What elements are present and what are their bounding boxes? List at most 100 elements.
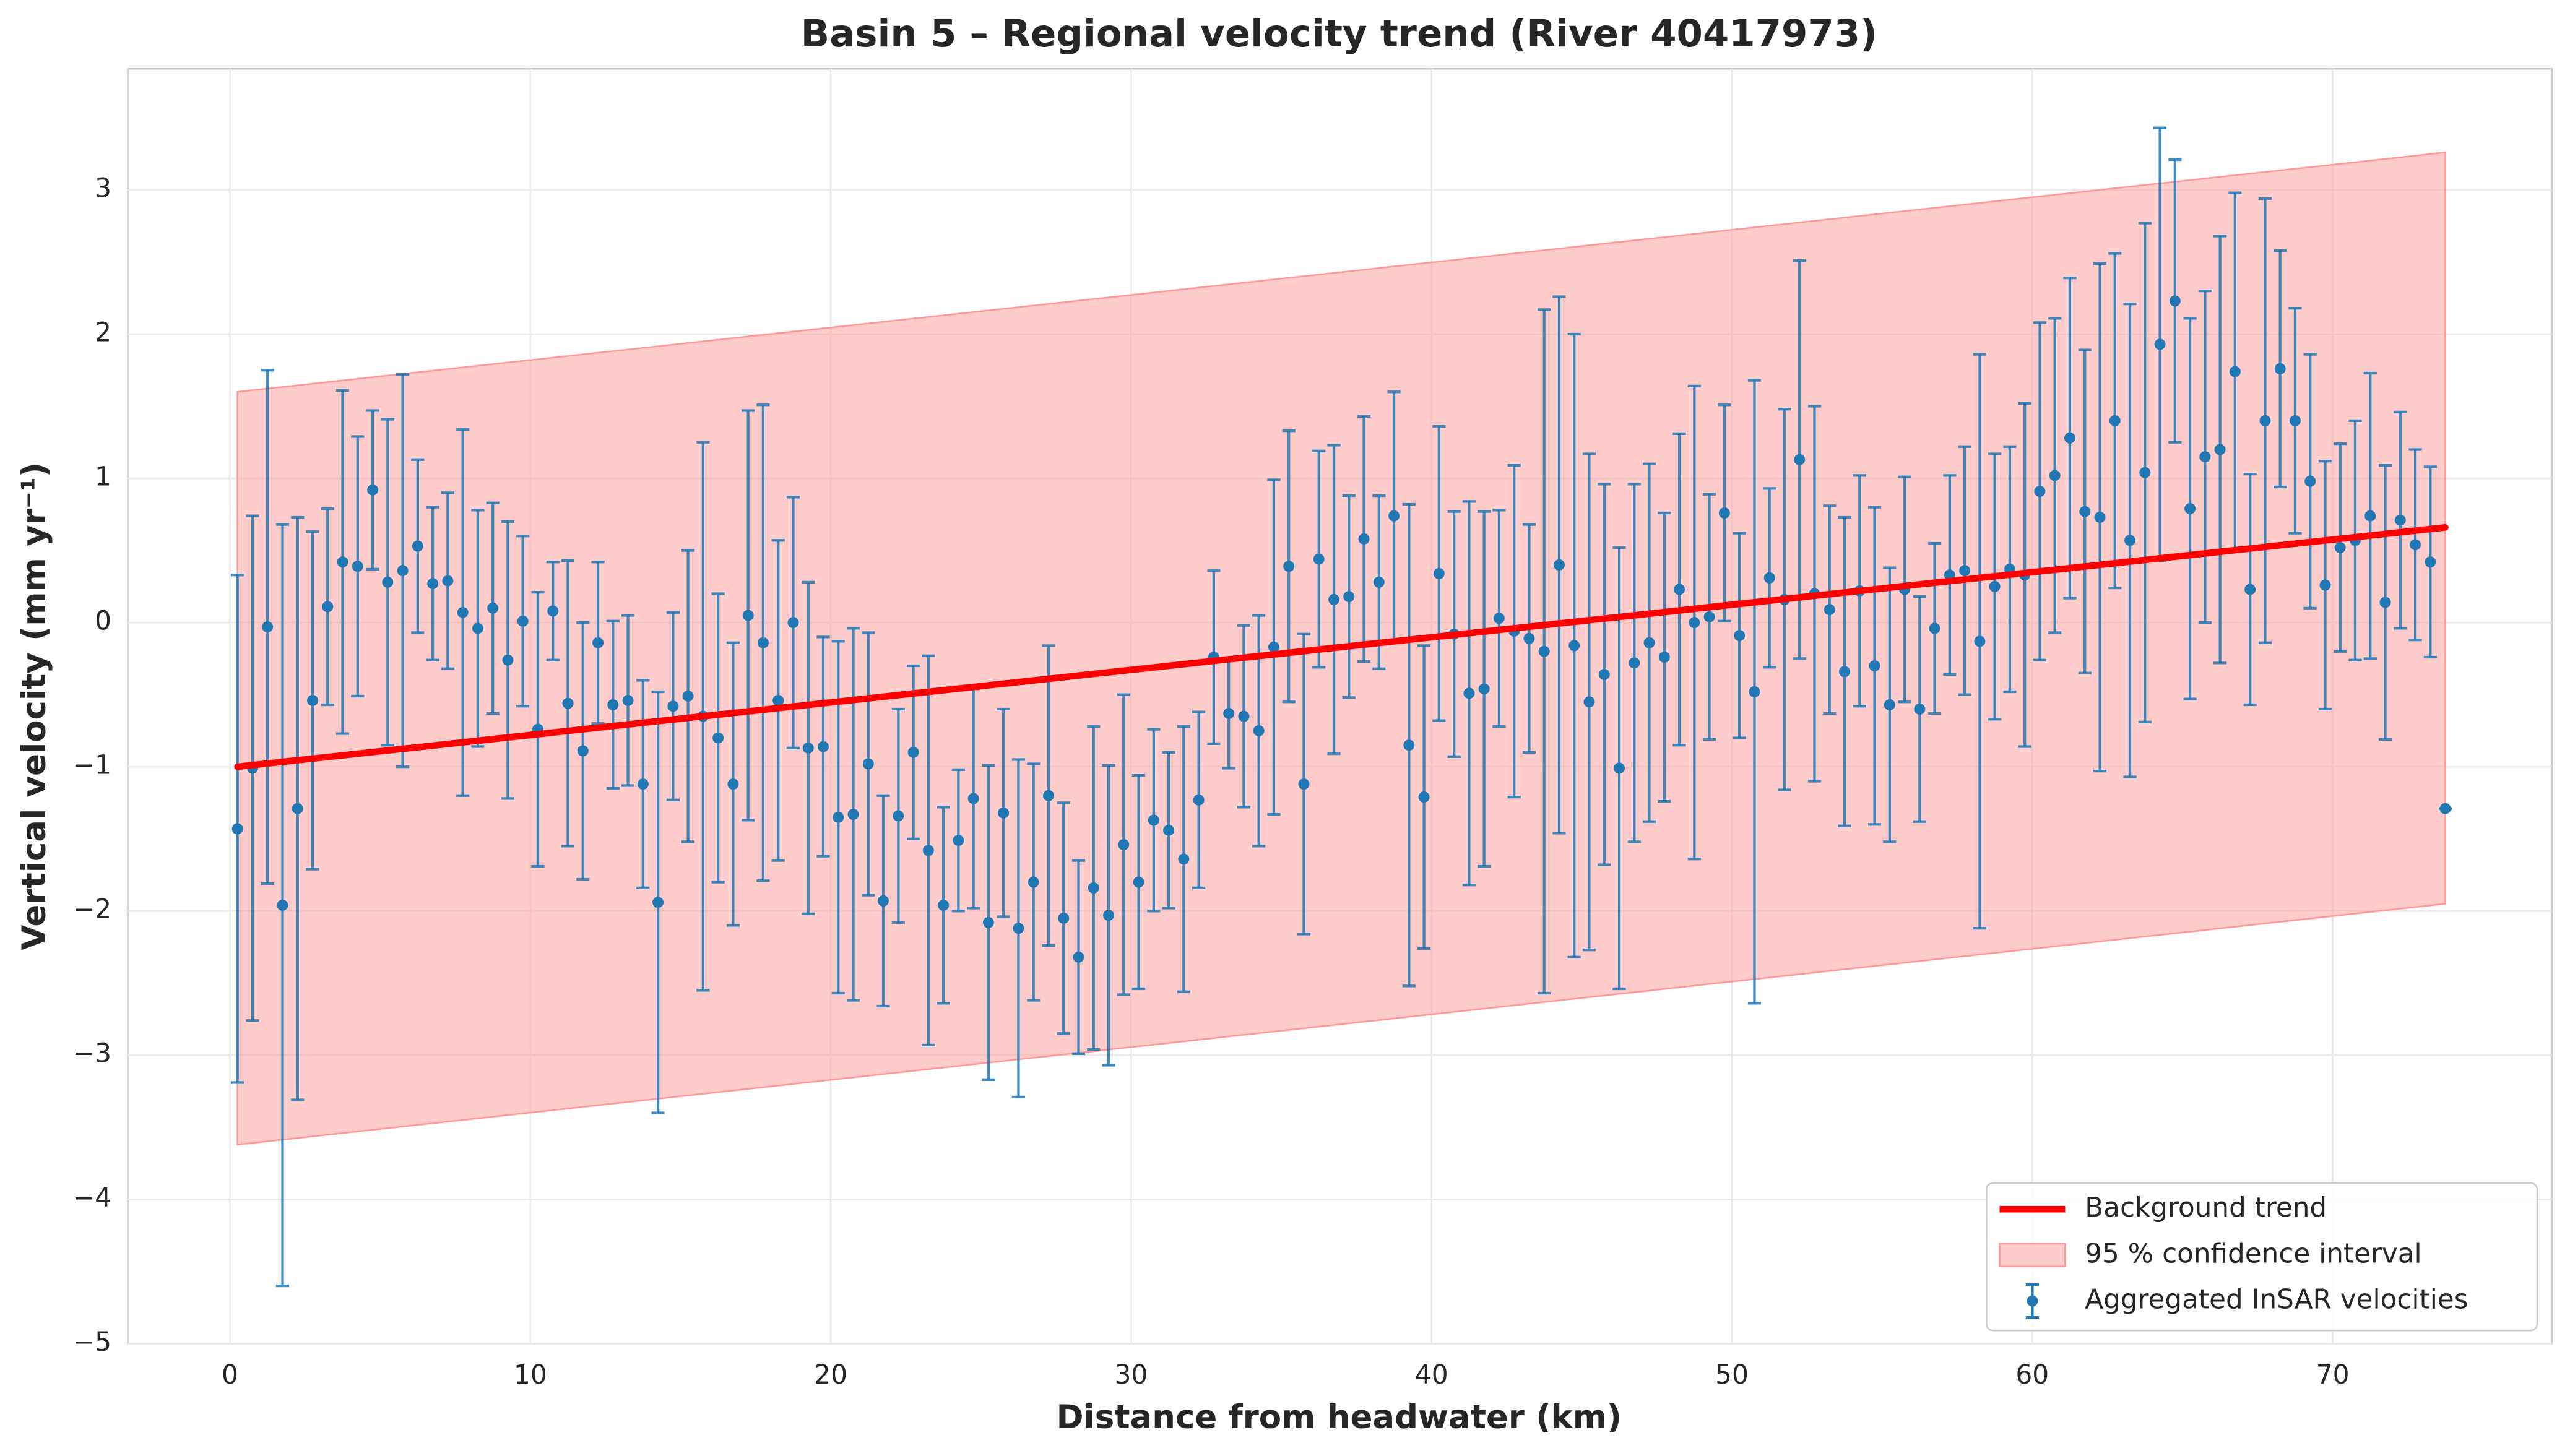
y-tick-label: −3	[73, 1038, 111, 1069]
data-point	[2259, 415, 2271, 426]
x-tick-label: 30	[1114, 1359, 1148, 1390]
y-tick-label: 0	[95, 606, 111, 636]
data-point	[2229, 366, 2241, 377]
data-point	[262, 621, 274, 633]
data-point	[1013, 923, 1024, 934]
data-point	[1193, 794, 1205, 806]
data-point	[1478, 683, 1490, 695]
data-point	[1343, 591, 1355, 603]
data-point	[1553, 559, 1565, 571]
data-point	[2109, 415, 2121, 426]
x-axis-label: Distance from headwater (km)	[1057, 1398, 1622, 1436]
data-point	[998, 807, 1010, 819]
legend: Background trend 95 % confidence interval…	[1986, 1182, 2538, 1332]
data-point	[1838, 666, 1851, 678]
data-point	[1749, 686, 1760, 697]
data-point	[1178, 853, 1190, 865]
data-point	[667, 700, 679, 712]
data-point	[1148, 814, 1159, 826]
x-tick-label: 10	[514, 1359, 547, 1390]
data-point	[562, 697, 574, 709]
data-point	[1884, 699, 1895, 710]
data-point	[802, 742, 814, 754]
data-point	[938, 899, 950, 911]
y-tick-label: −4	[73, 1182, 111, 1213]
x-tick-label: 40	[1415, 1359, 1448, 1390]
data-point	[637, 778, 649, 790]
data-point	[2304, 475, 2316, 487]
data-point	[352, 561, 363, 572]
data-point	[817, 741, 829, 752]
y-tick-label: 1	[95, 462, 111, 492]
data-point	[306, 694, 319, 706]
legend-key	[1999, 1243, 2066, 1268]
y-tick-label: −5	[73, 1327, 111, 1357]
marks-layer	[231, 126, 2452, 1288]
y-axis-label: Vertical velocity (mm yr⁻¹)	[15, 462, 53, 950]
data-point	[2289, 415, 2301, 426]
data-point	[1703, 611, 1715, 622]
data-point	[953, 835, 964, 846]
data-point	[397, 565, 409, 577]
x-tick-label: 70	[2316, 1359, 2350, 1390]
data-point	[1869, 660, 1880, 672]
data-point	[1493, 613, 1505, 624]
data-point	[1718, 507, 1730, 519]
data-point	[382, 576, 394, 588]
data-point	[862, 758, 874, 770]
legend-label: 95 % confidence interval	[2085, 1238, 2421, 1269]
data-point	[2049, 470, 2061, 481]
data-point	[1283, 561, 1295, 572]
data-point	[517, 615, 529, 627]
data-point	[1328, 593, 1340, 605]
data-point	[1523, 632, 1535, 644]
data-point	[982, 916, 994, 928]
data-point	[907, 746, 919, 758]
data-point	[277, 899, 288, 911]
data-point	[1643, 637, 1655, 648]
data-point	[1088, 882, 1099, 894]
data-point	[1298, 778, 1310, 790]
data-point	[727, 778, 739, 790]
legend-box	[1986, 1182, 2538, 1332]
x-tick-label: 50	[1715, 1359, 1749, 1390]
data-point	[337, 556, 348, 568]
data-point	[1238, 710, 1250, 722]
data-point	[1133, 876, 1144, 888]
legend-key	[2027, 1295, 2038, 1307]
data-point	[1658, 652, 1670, 663]
data-point	[1629, 657, 1640, 669]
data-point	[2199, 451, 2211, 463]
data-point	[1598, 669, 1610, 681]
data-point	[1058, 912, 1070, 924]
data-point	[1253, 725, 1265, 736]
data-point	[2364, 510, 2376, 522]
data-point	[1734, 630, 1746, 642]
data-point	[607, 699, 619, 710]
data-point	[878, 895, 889, 907]
data-point	[547, 605, 559, 617]
data-point	[2394, 514, 2406, 526]
data-point	[1463, 687, 1475, 699]
data-point	[322, 601, 334, 613]
data-point	[2274, 363, 2286, 374]
data-point	[2425, 556, 2436, 568]
data-point	[833, 811, 844, 823]
data-point	[2410, 539, 2421, 551]
data-point	[2319, 579, 2331, 591]
data-point	[427, 578, 439, 590]
data-point	[502, 654, 514, 666]
data-point	[622, 694, 634, 706]
data-point	[1614, 762, 1625, 774]
data-point	[893, 810, 904, 822]
data-point	[1433, 567, 1445, 579]
data-point	[457, 606, 469, 618]
data-point	[1042, 790, 1054, 801]
data-point	[1568, 640, 1580, 652]
y-tick-label: 3	[95, 173, 111, 203]
y-tick-label: 2	[95, 317, 111, 348]
data-point	[1763, 572, 1775, 584]
legend-label: Background trend	[2085, 1192, 2327, 1223]
data-point	[1583, 696, 1595, 708]
